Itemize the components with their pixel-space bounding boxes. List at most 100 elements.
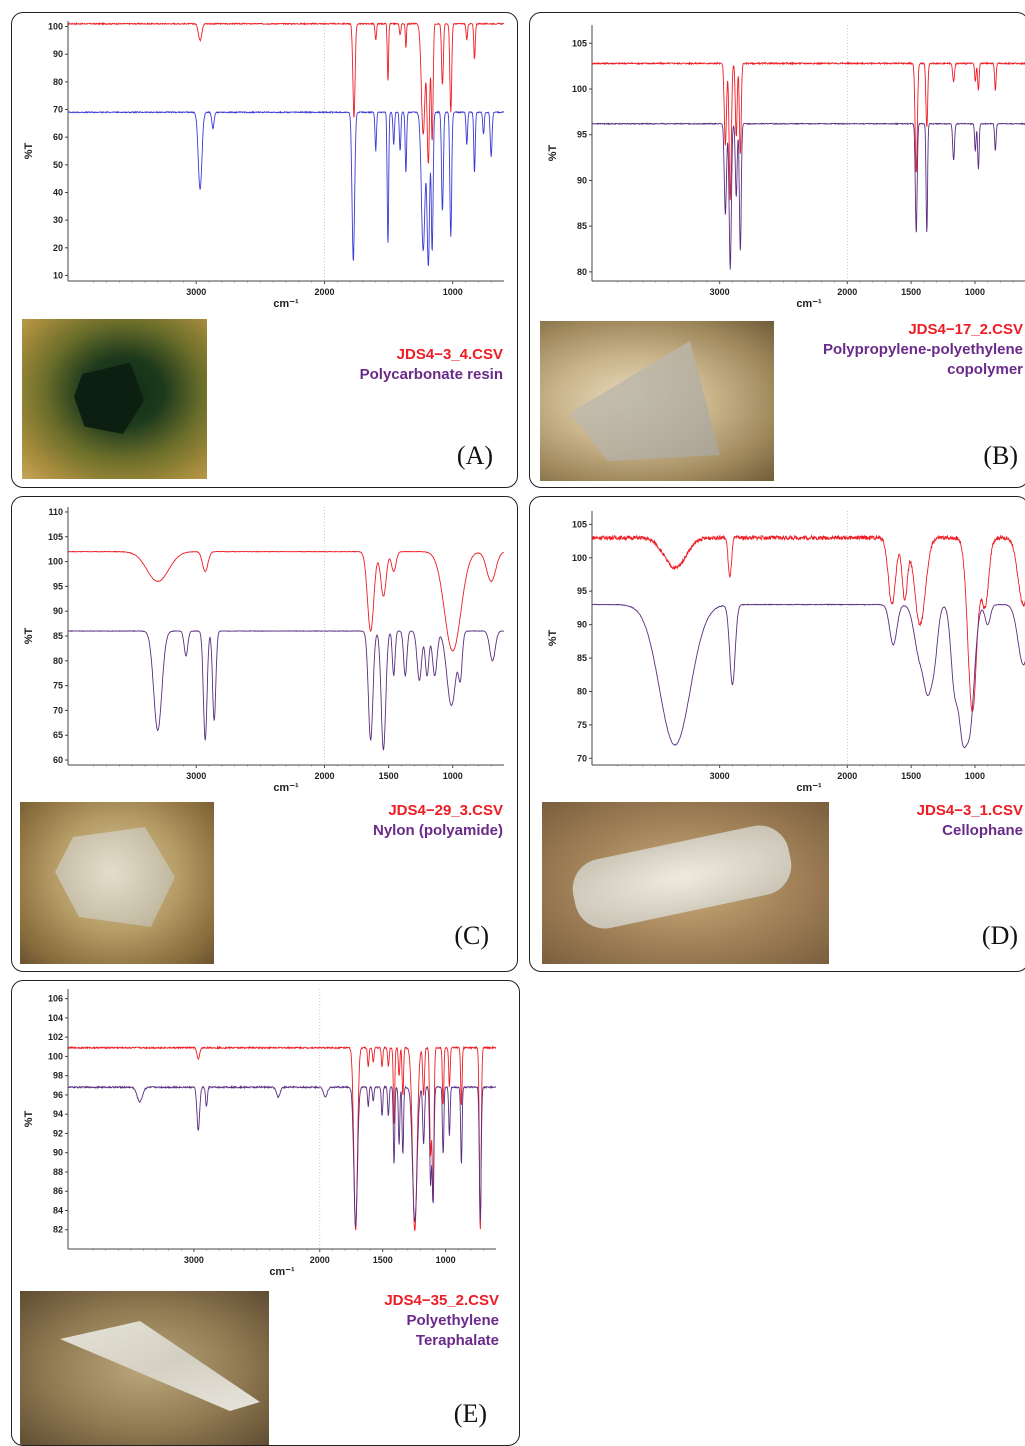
series-sample-line <box>67 21 505 164</box>
x-tick-label: 1000 <box>965 771 985 781</box>
x-tick-label: 1500 <box>901 287 921 297</box>
panel-label-d: (D) <box>981 921 1018 950</box>
y-tick-label: 65 <box>53 730 63 740</box>
x-tick-label: 2000 <box>314 771 334 781</box>
y-tick-label: 100 <box>572 84 587 94</box>
x-tick-label: 2000 <box>837 771 857 781</box>
y-tick-label: 95 <box>577 586 587 596</box>
x-tick-label: 2000 <box>310 1255 330 1265</box>
y-tick-label: 70 <box>53 105 63 115</box>
file-name-c: JDS4−29_3.CSV <box>388 802 503 819</box>
panel-label-b: (B) <box>983 441 1018 470</box>
y-tick-label: 80 <box>577 686 587 696</box>
y-tick-label: 88 <box>53 1167 63 1177</box>
panel-e: 82 84 86 88 90 92 94 96 98 100 102 104 106 3000 2000 15… <box>11 980 520 1446</box>
material-e-line2: Teraphalate <box>415 1332 499 1349</box>
sample-photo-a <box>22 319 207 479</box>
x-tick-label: 1000 <box>443 771 463 781</box>
y-tick-label: 95 <box>53 581 63 591</box>
x-axis-label: cm⁻¹ <box>273 298 299 310</box>
y-tick-label: 92 <box>53 1128 63 1138</box>
y-tick-label: 90 <box>577 175 587 185</box>
file-name-a: JDS4−3_4.CSV <box>396 346 503 363</box>
y-tick-label: 100 <box>48 1051 63 1061</box>
y-tick-label: 75 <box>53 681 63 691</box>
y-tick-label: 90 <box>53 606 63 616</box>
spectrum-chart-a: 10 20 30 40 50 60 70 80 90 100 3000 2000 1000 cm⁻¹ %T <box>23 21 505 310</box>
y-tick-label: 70 <box>577 753 587 763</box>
series-sample-line <box>591 534 1025 713</box>
y-tick-label: 80 <box>53 77 63 87</box>
material-c: Nylon (polyamide) <box>372 822 503 839</box>
y-tick-label: 85 <box>577 653 587 663</box>
y-axis-label: %T <box>547 629 559 646</box>
series-reference-line <box>68 630 505 751</box>
panel-label-c: (C) <box>454 921 489 950</box>
sample-meta-c: JDS4−29_3.CSV Nylon (polyamide) <box>373 801 503 841</box>
y-tick-label: 40 <box>53 187 63 197</box>
series-sample-line <box>67 1045 497 1232</box>
x-axis-label: cm⁻¹ <box>796 298 822 310</box>
sample-meta-d: JDS4−3_1.CSV Cellophane <box>917 801 1023 841</box>
file-name-b: JDS4−17_2.CSV <box>908 321 1023 338</box>
series-reference-line <box>67 1084 497 1227</box>
y-axis-label: %T <box>23 627 35 644</box>
y-tick-label: 96 <box>53 1090 63 1100</box>
material-a: Polycarbonate resin <box>359 366 503 383</box>
y-tick-label: 80 <box>577 267 587 277</box>
spectrum-chart-e: 82 84 86 88 90 92 94 96 98 100 102 104 106 3000 2000 15… <box>23 989 497 1278</box>
y-tick-label: 100 <box>48 557 63 567</box>
x-tick-label: 1000 <box>965 287 985 297</box>
y-tick-label: 102 <box>48 1032 63 1042</box>
sample-photo-b <box>540 321 774 481</box>
y-axis-label: %T <box>23 1110 35 1127</box>
y-tick-label: 106 <box>48 994 63 1004</box>
series-reference-line <box>591 122 1025 270</box>
sample-photo-e <box>20 1291 269 1445</box>
y-tick-label: 104 <box>48 1013 63 1023</box>
y-tick-label: 50 <box>53 160 63 170</box>
y-tick-label: 82 <box>53 1225 63 1235</box>
x-tick-label: 3000 <box>710 287 730 297</box>
panel-b: 80 85 90 95 100 105 3000 2000 1500 1000 cm⁻¹ %T JDS… <box>529 12 1025 488</box>
x-tick-label: 1500 <box>379 771 399 781</box>
y-tick-label: 84 <box>53 1205 63 1215</box>
x-tick-label: 3000 <box>186 771 206 781</box>
y-tick-label: 70 <box>53 705 63 715</box>
series-sample-line <box>591 61 1025 201</box>
spectrum-chart-c: 60 65 70 75 80 85 90 95 100 105 110 3000 2000 1500 100… <box>23 507 505 794</box>
y-tick-label: 110 <box>48 507 63 517</box>
y-tick-label: 105 <box>572 519 587 529</box>
panel-label-a: (A) <box>456 441 493 470</box>
y-tick-label: 98 <box>53 1071 63 1081</box>
y-tick-label: 90 <box>53 49 63 59</box>
file-name-d: JDS4−3_1.CSV <box>916 802 1023 819</box>
y-tick-label: 100 <box>572 553 587 563</box>
y-tick-label: 95 <box>577 130 587 140</box>
y-tick-label: 100 <box>48 22 63 32</box>
spectrum-chart-d: 70 75 80 85 90 95 100 105 3000 2000 1500 1000 cm⁻¹ %T <box>547 511 1025 794</box>
panel-d: 70 75 80 85 90 95 100 105 3000 2000 1500 1000 cm⁻¹ %T… <box>529 496 1025 972</box>
x-tick-label: 1500 <box>373 1255 393 1265</box>
material-e-line1: Polyethylene <box>406 1312 499 1329</box>
sample-photo-d <box>542 802 829 964</box>
y-tick-label: 85 <box>577 221 587 231</box>
y-tick-label: 30 <box>53 215 63 225</box>
file-name-e: JDS4−35_2.CSV <box>384 1292 499 1309</box>
x-axis-label: cm⁻¹ <box>273 782 299 794</box>
material-b-line2: copolymer <box>947 361 1023 378</box>
y-tick-label: 80 <box>53 656 63 666</box>
y-axis-label: %T <box>547 144 559 161</box>
y-tick-label: 86 <box>53 1186 63 1196</box>
x-tick-label: 1500 <box>901 771 921 781</box>
sample-meta-a: JDS4−3_4.CSV Polycarbonate resin <box>360 345 503 385</box>
series-reference-line <box>67 110 505 267</box>
panel-c: 60 65 70 75 80 85 90 95 100 105 110 3000 2000 1500 100… <box>11 496 518 972</box>
x-tick-label: 2000 <box>314 287 334 297</box>
x-axis-label: cm⁻¹ <box>796 782 822 794</box>
sample-meta-e: JDS4−35_2.CSV Polyethylene Teraphalate <box>384 1291 499 1351</box>
panel-a: 10 20 30 40 50 60 70 80 90 100 3000 2000 1000 cm⁻¹ %T … <box>11 12 518 488</box>
y-tick-label: 90 <box>53 1148 63 1158</box>
x-tick-label: 3000 <box>710 771 730 781</box>
y-tick-label: 105 <box>572 38 587 48</box>
